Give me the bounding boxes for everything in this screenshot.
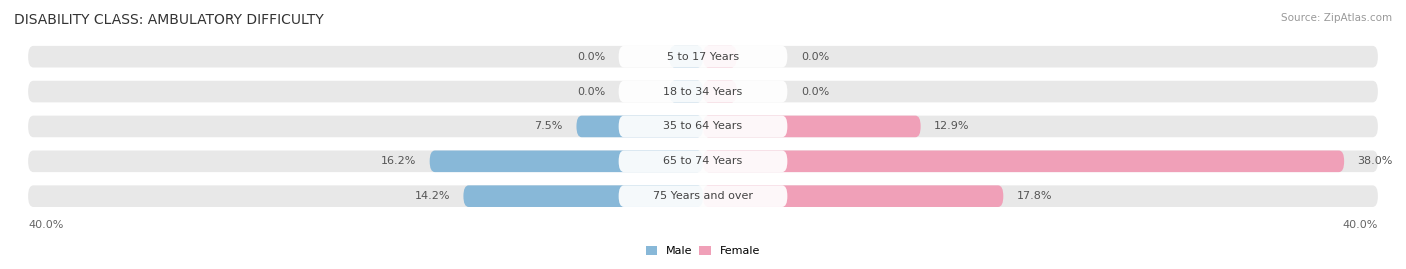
Text: 7.5%: 7.5% [534, 121, 562, 132]
FancyBboxPatch shape [619, 116, 787, 137]
Text: 0.0%: 0.0% [801, 52, 830, 62]
FancyBboxPatch shape [669, 81, 703, 102]
Text: 14.2%: 14.2% [415, 191, 450, 201]
Text: 17.8%: 17.8% [1017, 191, 1052, 201]
FancyBboxPatch shape [703, 81, 737, 102]
FancyBboxPatch shape [28, 81, 1378, 102]
Text: 16.2%: 16.2% [381, 156, 416, 166]
FancyBboxPatch shape [669, 46, 703, 68]
FancyBboxPatch shape [464, 185, 703, 207]
Text: Source: ZipAtlas.com: Source: ZipAtlas.com [1281, 13, 1392, 23]
FancyBboxPatch shape [703, 150, 1344, 172]
FancyBboxPatch shape [619, 185, 787, 207]
Text: 0.0%: 0.0% [576, 87, 605, 97]
Legend: Male, Female: Male, Female [647, 246, 759, 256]
FancyBboxPatch shape [703, 185, 1004, 207]
FancyBboxPatch shape [619, 46, 787, 68]
FancyBboxPatch shape [619, 81, 787, 102]
FancyBboxPatch shape [703, 116, 921, 137]
FancyBboxPatch shape [28, 116, 1378, 137]
Text: 5 to 17 Years: 5 to 17 Years [666, 52, 740, 62]
Text: 75 Years and over: 75 Years and over [652, 191, 754, 201]
FancyBboxPatch shape [430, 150, 703, 172]
FancyBboxPatch shape [28, 150, 1378, 172]
Text: 35 to 64 Years: 35 to 64 Years [664, 121, 742, 132]
Text: 18 to 34 Years: 18 to 34 Years [664, 87, 742, 97]
Text: DISABILITY CLASS: AMBULATORY DIFFICULTY: DISABILITY CLASS: AMBULATORY DIFFICULTY [14, 13, 323, 27]
Text: 12.9%: 12.9% [934, 121, 970, 132]
Text: 65 to 74 Years: 65 to 74 Years [664, 156, 742, 166]
FancyBboxPatch shape [28, 185, 1378, 207]
Text: 40.0%: 40.0% [28, 220, 63, 230]
Text: 40.0%: 40.0% [1343, 220, 1378, 230]
Text: 38.0%: 38.0% [1358, 156, 1393, 166]
Text: 0.0%: 0.0% [801, 87, 830, 97]
Text: 0.0%: 0.0% [576, 52, 605, 62]
FancyBboxPatch shape [28, 46, 1378, 68]
FancyBboxPatch shape [619, 150, 787, 172]
FancyBboxPatch shape [703, 46, 737, 68]
FancyBboxPatch shape [576, 116, 703, 137]
